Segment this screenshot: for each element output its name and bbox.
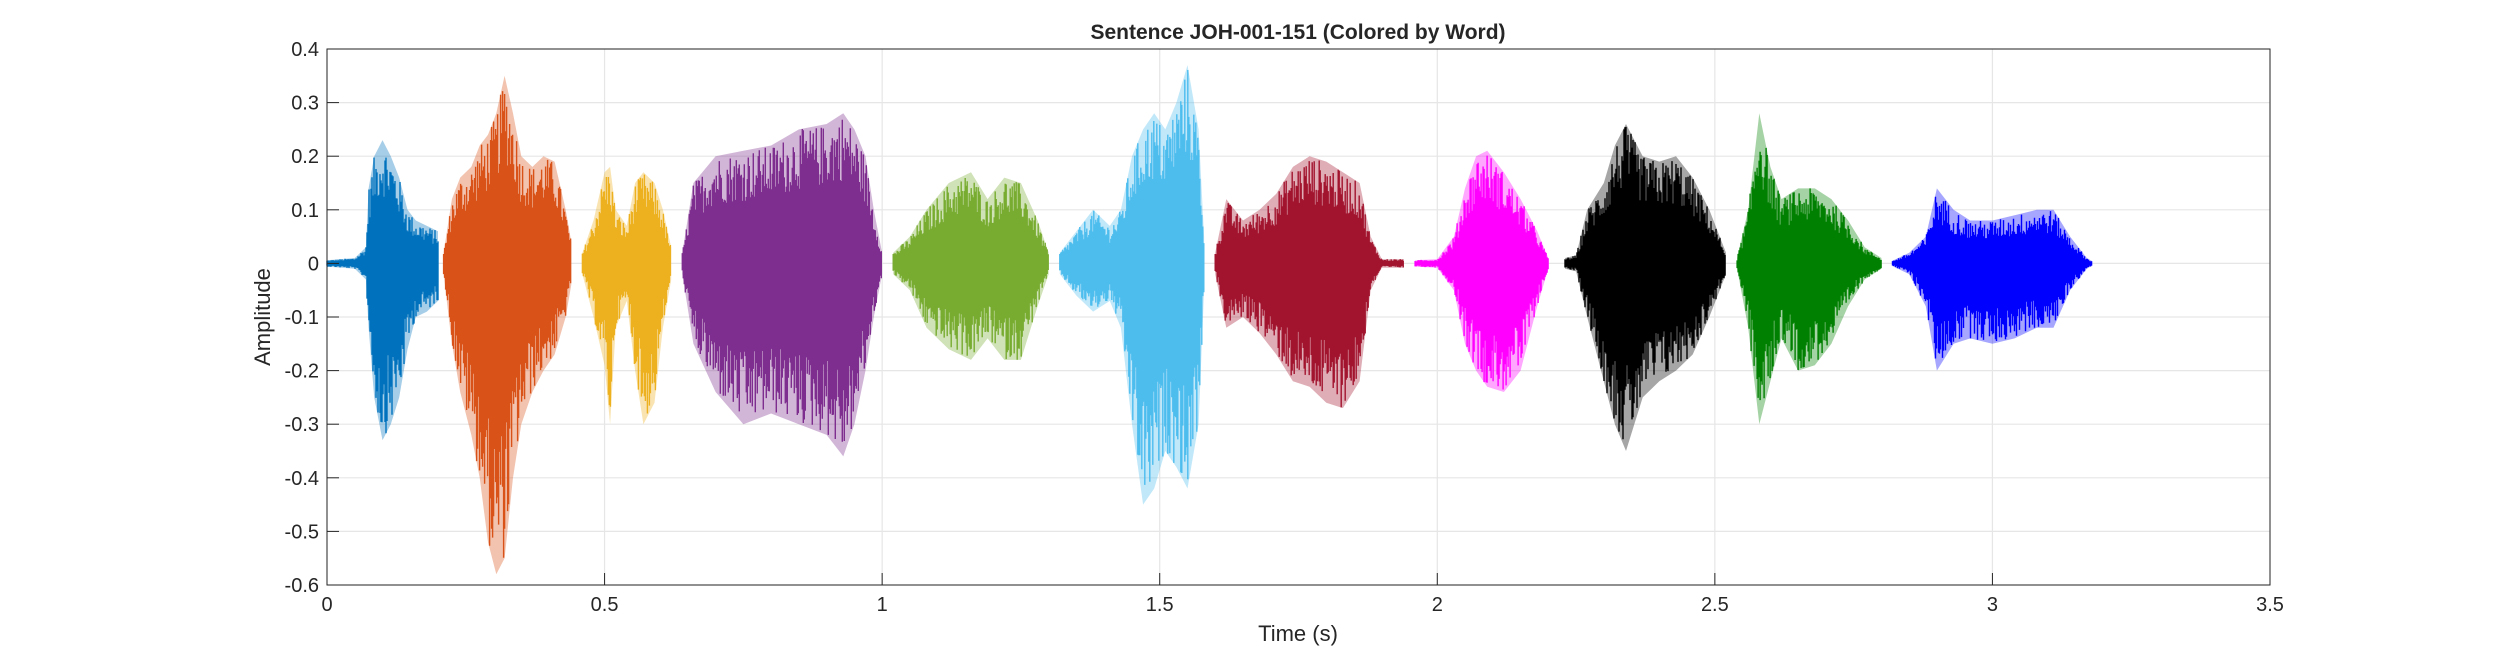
waveform-envelope [327,140,438,441]
x-tick-label: 1 [877,594,888,616]
y-tick-label: -0.6 [285,575,319,597]
y-tick-label: -0.5 [285,521,319,543]
y-tick-label: -0.2 [285,361,319,383]
waveform-stroke [1891,196,2093,359]
word-segment-3 [581,166,672,425]
y-axis-ticks: 0.4 0.3 0.2 0.1 0 -0.1 -0.2 -0.3 -0.4 -0.5 -0.6 [285,39,339,597]
x-tick-label: 1.5 [1146,594,1174,616]
waveform-envelope [682,113,883,457]
word-segment-9 [1564,124,1726,451]
x-tick-label: 2 [1432,594,1443,616]
word-segment-10 [1736,113,1882,425]
waveform-envelope [1059,65,1205,505]
y-tick-label: 0 [308,253,319,275]
y-tick-label: -0.4 [285,468,319,490]
waveform-stroke [892,178,1049,360]
x-tick-label: 3 [1987,594,1998,616]
y-tick-label: -0.1 [285,307,319,329]
y-tick-label: -0.3 [285,414,319,436]
waveform-envelope [582,166,672,425]
word-segment-7 [1214,156,1404,409]
waveform-envelope [1565,124,1726,451]
word-segment-6 [1059,65,1205,505]
waveform-stroke [1736,147,1882,401]
waveform-stroke [1214,160,1404,408]
x-axis-ticks: 0 0.5 1 1.5 2 2.5 3 3.5 [321,573,2284,616]
word-segment-11 [1891,188,2093,371]
waveform-envelope [443,75,572,575]
y-axis-label: Amplitude [250,268,275,366]
x-tick-label: 0.5 [591,594,619,616]
waveform-envelope [1892,188,2093,371]
word-segment-4 [681,113,883,457]
waveform-segments [326,65,2093,575]
y-tick-label: 0.3 [291,93,319,115]
word-segment-8 [1414,150,1549,392]
x-axis-label: Time (s) [1258,621,1338,646]
y-tick-label: 0.4 [291,39,319,61]
word-segment-2 [442,75,572,575]
waveform-stroke [681,119,882,442]
waveform-envelope [1737,113,1882,425]
waveform-envelope [893,172,1049,360]
waveform-envelope [1215,156,1404,409]
y-tick-label: 0.2 [291,146,319,168]
chart-title: Sentence JOH-001-151 (Colored by Word) [1090,21,1505,44]
waveform-stroke [442,91,572,558]
waveform-stroke [1564,126,1726,440]
waveform-stroke [1059,70,1205,485]
x-tick-label: 3.5 [2256,594,2284,616]
waveform-stroke [1414,155,1549,390]
word-segment-5 [892,172,1049,360]
x-tick-label: 2.5 [1701,594,1729,616]
word-segment-1 [326,140,439,441]
waveform-envelope [1415,150,1549,392]
waveform-stroke [581,174,672,414]
x-tick-label: 0 [321,594,332,616]
y-tick-label: 0.1 [291,200,319,222]
